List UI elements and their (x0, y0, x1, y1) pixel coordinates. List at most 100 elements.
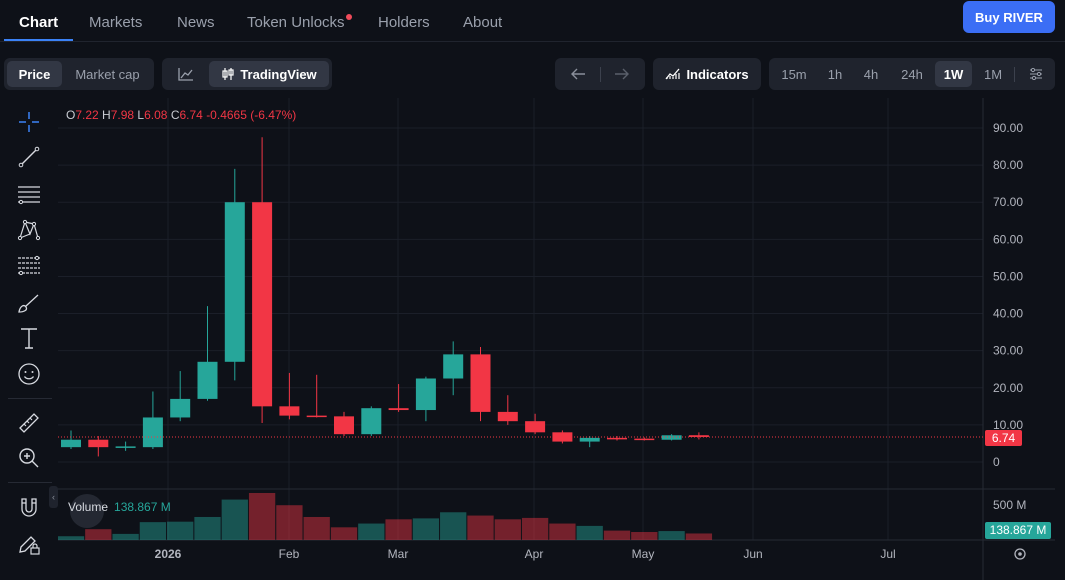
indicators-button[interactable]: Indicators (656, 61, 758, 87)
candle-body (61, 439, 81, 448)
trend-line-tool[interactable] (14, 143, 44, 171)
candle-body (579, 437, 600, 442)
pattern-tool[interactable] (14, 216, 44, 244)
y-tick-label: 90.00 (993, 121, 1023, 135)
candle-body (252, 202, 273, 407)
text-tool[interactable] (14, 324, 44, 352)
y-tick-label: 60.00 (993, 232, 1023, 246)
lock-drawings-tool[interactable] (14, 530, 44, 558)
undo-button[interactable] (561, 61, 595, 87)
price-chart[interactable]: 90.00 80.00 70.00 60.00 50.00 40.00 30.00 20.00… (58, 98, 1055, 580)
ruler-icon (19, 413, 39, 433)
candle-body (415, 378, 436, 411)
tradingview-label: TradingView (240, 66, 317, 82)
tradingview-toggle[interactable]: TradingView (209, 61, 329, 87)
sliders-icon (1030, 68, 1042, 80)
tab-news[interactable]: News (177, 14, 215, 31)
separator (1014, 67, 1015, 82)
last-volume-tag: 138.867 M (985, 522, 1051, 539)
arrow-left-icon (571, 68, 585, 80)
tab-chart[interactable]: Chart (19, 14, 59, 31)
y-tick-label: 50.00 (993, 269, 1023, 283)
interval-4h[interactable]: 4h (863, 66, 879, 82)
interval-1w[interactable]: 1W (935, 61, 972, 87)
x-tick-label: Jul (880, 547, 895, 561)
x-tick-label: Feb (279, 547, 300, 561)
volume-bar (194, 516, 221, 540)
volume-label: Volume (68, 500, 109, 514)
top-nav: Chart Markets News Token Unlocks Holders… (0, 0, 1065, 42)
x-tick-label: May (632, 547, 655, 561)
market-cap-toggle[interactable]: Market cap (75, 66, 140, 82)
interval-24h[interactable]: 24h (901, 66, 923, 82)
candlestick-icon (222, 68, 234, 80)
low-label: L (137, 108, 145, 122)
tab-holders[interactable]: Holders (378, 14, 430, 31)
y-tick-label: 30.00 (993, 344, 1023, 358)
line-chart-icon (178, 68, 193, 81)
last-price-tag: 6.74 (985, 430, 1022, 446)
ohlc-legend: O7.22 H7.98 L6.08 C6.74 -0.4665 (-6.47%) (66, 108, 296, 122)
y-tick-label: 20.00 (993, 381, 1023, 395)
tab-about[interactable]: About (463, 14, 503, 31)
magnet-icon (21, 498, 37, 517)
separator (600, 67, 601, 82)
volume-bar (167, 521, 194, 540)
tools-divider (8, 482, 52, 483)
candle-body (197, 361, 218, 399)
horizontal-lines-tool[interactable] (14, 180, 44, 208)
redo-button[interactable] (605, 61, 639, 87)
fib-retracement-tool[interactable] (14, 252, 44, 280)
high-value: 7.98 (110, 108, 135, 122)
interval-15m[interactable]: 15m (781, 66, 807, 82)
buy-button[interactable]: Buy RIVER (963, 1, 1055, 33)
indicators-label: Indicators (686, 66, 749, 82)
candle-body (688, 435, 709, 437)
x-tick-label: 2026 (155, 547, 182, 561)
chart-settings-button[interactable] (1021, 61, 1051, 87)
candle-body (224, 202, 245, 362)
candle-body (115, 446, 136, 448)
tab-token-unlocks[interactable]: Token Unlocks (247, 14, 345, 31)
crosshair-tool[interactable] (14, 108, 44, 136)
price-toggle[interactable]: Price (7, 61, 62, 87)
tradingview-logo (70, 494, 104, 528)
candle-body (634, 438, 655, 441)
volume-axis-label: 500 M (993, 498, 1026, 512)
arrow-right-icon (615, 68, 629, 80)
volume-bar (112, 533, 139, 540)
y-tick-label: 40.00 (993, 307, 1023, 321)
volume-bar (58, 536, 85, 540)
trend-line-icon (18, 146, 40, 168)
magnet-tool[interactable] (14, 494, 44, 522)
candle-body (361, 408, 382, 435)
volume-bar (85, 529, 112, 540)
zoom-tool[interactable] (14, 444, 44, 472)
measure-tool[interactable] (14, 409, 44, 437)
brush-icon (18, 294, 39, 313)
zoom-in-icon (19, 448, 39, 468)
candle-body (142, 417, 163, 448)
brush-tool[interactable] (14, 289, 44, 317)
volume-bar (248, 493, 276, 540)
candle-body (170, 398, 191, 418)
indicators-icon (665, 68, 681, 80)
y-tick-label: 10.00 (993, 418, 1023, 432)
candle-body (497, 411, 518, 422)
interval-1m[interactable]: 1M (983, 66, 1003, 82)
volume-bar (494, 519, 521, 540)
price-mode-toggle: Price Market cap (4, 58, 154, 90)
y-tick-label: 80.00 (993, 158, 1023, 172)
collapse-toolbar-button[interactable]: ‹ (49, 486, 58, 508)
line-chart-toggle[interactable] (165, 61, 207, 87)
volume-bar (139, 522, 167, 540)
open-value: 7.22 (75, 108, 99, 122)
emoji-tool[interactable] (14, 360, 44, 388)
tab-markets[interactable]: Markets (89, 14, 143, 31)
open-label: O (66, 108, 76, 122)
chart-type-toggle: TradingView (162, 58, 332, 90)
interval-1h[interactable]: 1h (827, 66, 843, 82)
x-tick-label: Jun (743, 547, 762, 561)
notification-dot (346, 14, 352, 20)
candle-body (525, 421, 546, 433)
